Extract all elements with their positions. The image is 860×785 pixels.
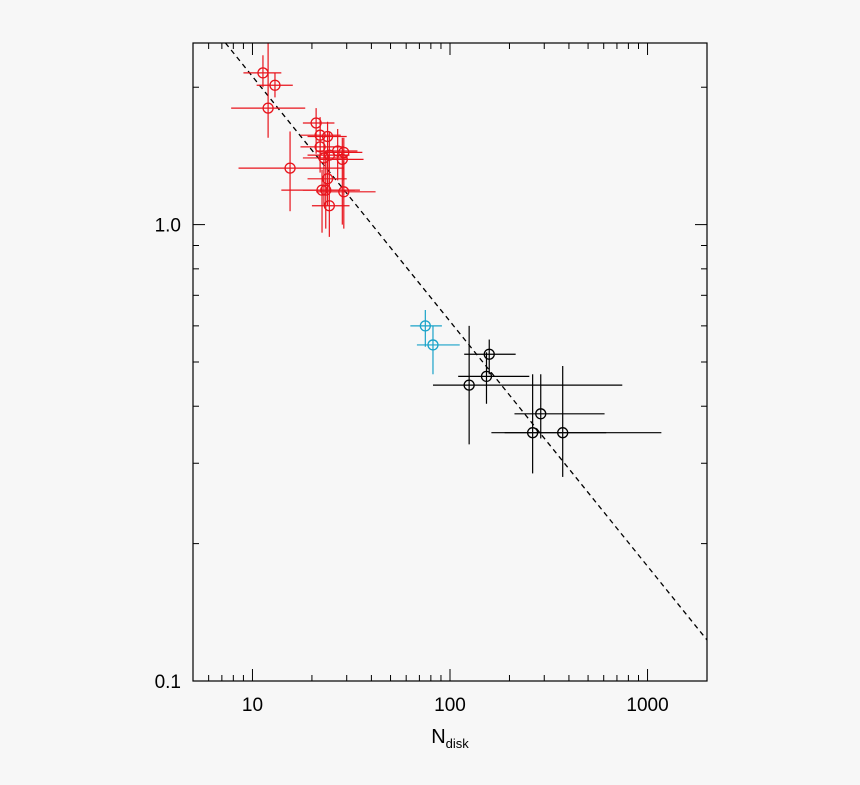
data-point: [314, 141, 326, 153]
data-point: [535, 408, 547, 420]
data-point: [419, 320, 431, 332]
data-point: [323, 200, 335, 212]
data-point: [284, 162, 296, 174]
y-tick-label: 0.1: [155, 672, 181, 693]
data-point: [480, 370, 493, 383]
data-points-layer: [231, 43, 662, 477]
data-point: [318, 152, 330, 164]
series-3: [432, 325, 662, 477]
x-axis-label: Ndisk: [431, 726, 469, 751]
data-point: [262, 102, 274, 114]
x-axis-label-subscript: disk: [446, 736, 470, 751]
data-point: [321, 130, 334, 143]
x-tick-label: 1000: [626, 695, 668, 716]
data-point: [320, 184, 332, 196]
tick-labels: 10 100 1000 0.1 1.0: [155, 216, 669, 716]
data-point: [336, 153, 348, 165]
data-point: [338, 186, 350, 198]
data-point: [427, 339, 439, 351]
data-point: [310, 117, 322, 129]
x-axis-label-main: N: [431, 726, 445, 748]
data-point: [483, 348, 495, 360]
axis-ticks: [192, 43, 708, 682]
series-2: [410, 309, 460, 375]
x-tick-label: 100: [434, 695, 466, 716]
series-1: [231, 43, 376, 237]
data-point: [557, 427, 569, 439]
data-point: [463, 379, 475, 391]
fit-line-layer: [224, 43, 707, 641]
plot-frame: [192, 42, 708, 682]
y-tick-label: 1.0: [155, 216, 181, 237]
x-tick-label: 10: [242, 695, 263, 716]
fit-line: [224, 43, 707, 641]
data-point: [269, 79, 281, 91]
